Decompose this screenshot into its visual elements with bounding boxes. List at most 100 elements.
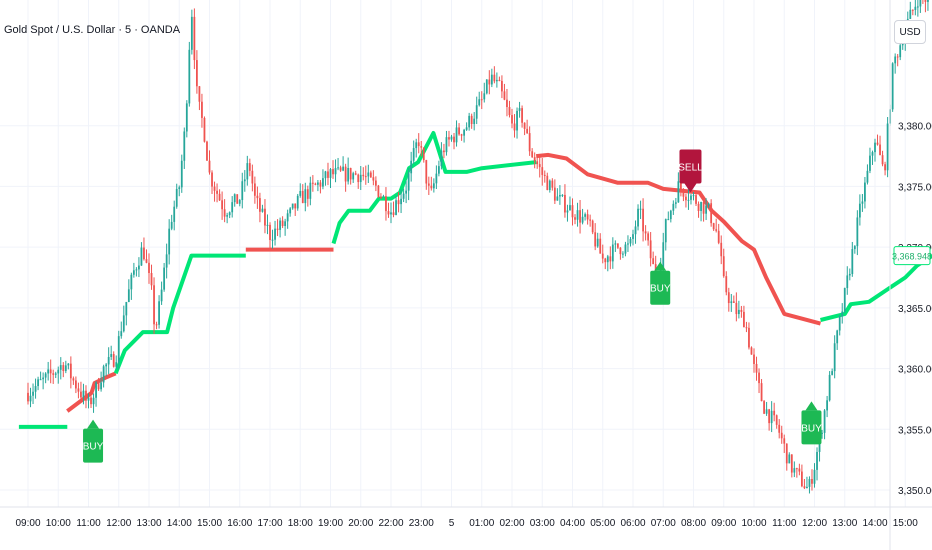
candle-bull [37, 376, 39, 391]
candle-bull [770, 401, 773, 433]
candle-bear [198, 85, 201, 111]
candle-bull [138, 257, 140, 278]
candle-bear [448, 130, 450, 147]
candle-bull [866, 164, 869, 185]
candle-bull [334, 159, 337, 183]
candle-bear [790, 454, 793, 478]
buy-signal-label: BUY [801, 423, 822, 434]
candle-bull [624, 241, 627, 257]
buy-signal[interactable]: BUY [650, 261, 671, 305]
candle-bull [266, 214, 269, 235]
time-tick-label: 22:00 [378, 518, 403, 529]
candle-bear [201, 93, 203, 128]
candle-bull [813, 463, 816, 488]
candle-bear [148, 253, 150, 284]
candle-bear [685, 193, 687, 208]
candle-bull [64, 360, 67, 374]
candle-bear [503, 83, 506, 101]
candle-bear [697, 201, 700, 218]
candle-bull [622, 251, 624, 259]
time-tick-label: 08:00 [681, 518, 706, 529]
candle-bull [309, 176, 312, 206]
candle-bear [727, 287, 730, 312]
time-tick-label: 13:00 [136, 518, 161, 529]
candle-bull [296, 193, 299, 211]
time-tick-label: 10:00 [741, 518, 766, 529]
candle-bear [294, 203, 297, 216]
time-tick-label: 15:00 [197, 518, 222, 529]
candle-bull [707, 202, 710, 209]
candle-bear [695, 190, 697, 206]
time-tick-label: 23:00 [409, 518, 434, 529]
candle-bear [256, 186, 259, 209]
candle-bear [90, 391, 92, 409]
time-tick-label: 19:00 [318, 518, 343, 529]
candle-bear [195, 50, 198, 94]
sell-signal[interactable]: SELL [678, 149, 703, 193]
buy-signal[interactable]: BUY [801, 401, 822, 445]
candle-bear [649, 232, 652, 267]
candle-bear [798, 463, 801, 476]
candle-bear [392, 201, 395, 218]
candle-bull [475, 96, 478, 125]
candle-bull [440, 142, 443, 170]
time-tick-label: 05:00 [590, 518, 615, 529]
candle-bull [110, 345, 113, 360]
candle-bear [206, 140, 208, 161]
candle-bull [44, 372, 47, 384]
time-tick-label: 18:00 [288, 518, 313, 529]
candle-bull [34, 378, 37, 399]
candle-bear [884, 161, 886, 176]
candle-bull [821, 429, 823, 439]
chart-title: Gold Spot / U.S. Dollar · 5 · OANDA [4, 24, 181, 36]
time-axis[interactable]: 09:00 10:00 11:00 12:00 13:00 14:00 15:00 16:00… [15, 518, 918, 529]
candle-bull [261, 204, 264, 213]
candle-bull [495, 72, 498, 88]
candle-bear [332, 160, 334, 179]
candle-bear [591, 219, 594, 235]
candle-bear [501, 75, 503, 99]
candle-bull [175, 183, 178, 209]
candle-bull [793, 461, 796, 478]
candle-bear [601, 244, 604, 264]
candle-bear [314, 182, 317, 186]
candle-bear [339, 165, 342, 172]
candle-bear [773, 402, 776, 422]
candle-bull [858, 194, 861, 226]
candle-bull [548, 179, 551, 193]
candle-bull [848, 268, 851, 281]
candle-bull [927, 0, 929, 11]
candle-bull [788, 452, 791, 464]
candle-bear [717, 223, 720, 245]
candle-bear [533, 152, 536, 169]
candle-bull [337, 157, 339, 171]
candle-bull [450, 134, 453, 142]
candle-bear [924, 0, 927, 13]
candle-bull [677, 172, 680, 203]
buy-signal-label: BUY [650, 284, 671, 295]
candle-bull [67, 363, 70, 370]
candle-bear [541, 158, 544, 186]
candle-bear [269, 222, 271, 249]
candle-bear [715, 218, 718, 233]
candle-bull [54, 371, 57, 379]
currency-button[interactable]: USD [894, 20, 926, 44]
candle-bear [385, 187, 387, 221]
candle-bull [914, 0, 917, 16]
candle-bull [87, 393, 90, 409]
candle-bear [357, 173, 360, 189]
candle-bear [153, 277, 155, 334]
candle-bull [57, 366, 60, 384]
candle-bull [606, 254, 609, 272]
candle-bull [105, 362, 108, 377]
candle-bear [753, 348, 755, 373]
candle-bear [644, 225, 647, 241]
candle-bear [251, 164, 254, 192]
candle-bear [879, 135, 881, 156]
candle-bull [316, 180, 319, 192]
price-tick-label: 3,360.000 [898, 365, 932, 376]
buy-signal[interactable]: BUY [83, 419, 104, 463]
candle-bull [405, 180, 408, 204]
